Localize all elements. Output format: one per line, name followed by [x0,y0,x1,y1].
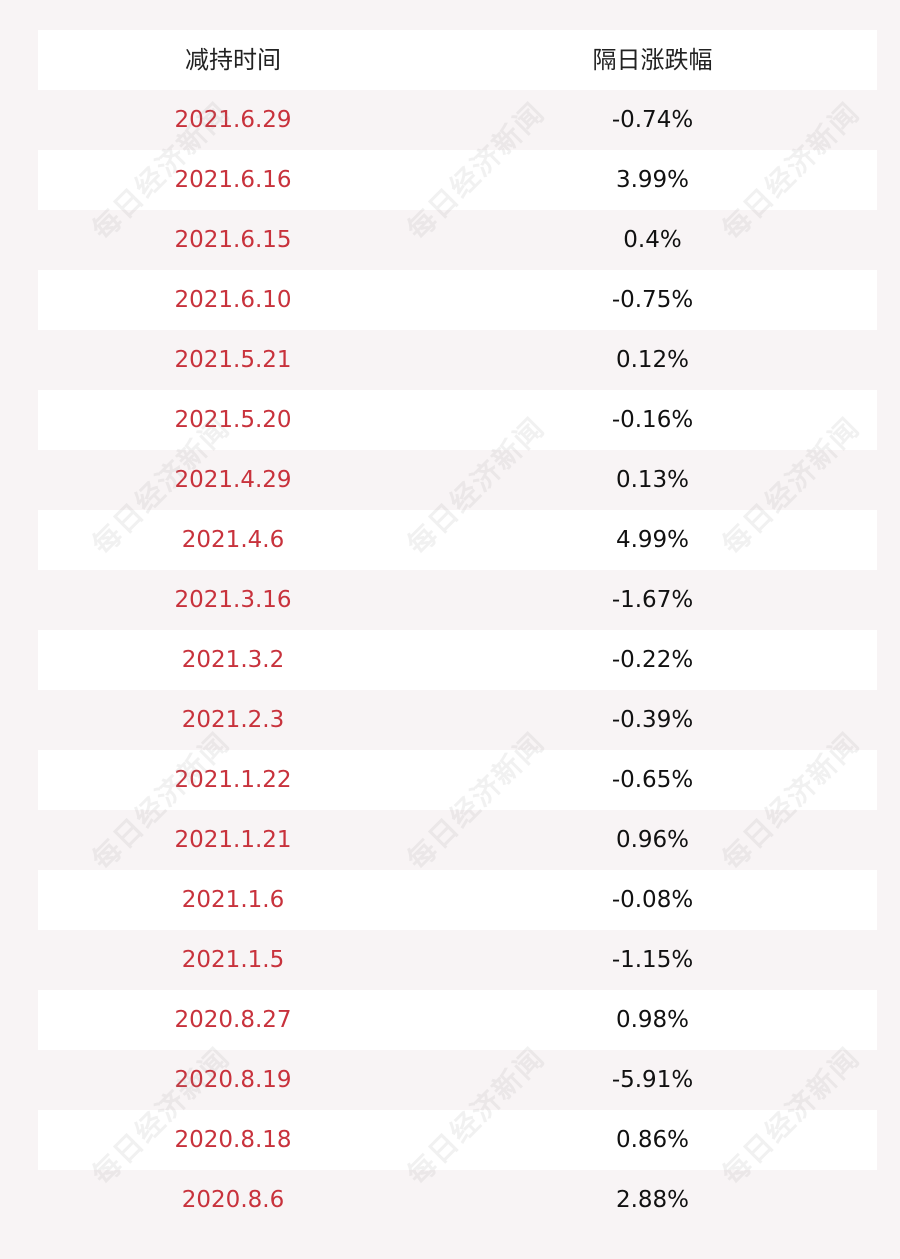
header-date: 减持时间 [185,46,281,74]
table-row: 2021.4.6 4.99% [38,510,877,570]
row-change: 0.12% [615,347,690,373]
row-date: 2020.8.19 [174,1067,292,1093]
table-row: 2021.1.22 -0.65% [38,750,877,810]
row-date: 2021.4.6 [181,527,285,553]
row-date: 2021.5.21 [174,347,292,373]
row-change: 0.98% [615,1007,690,1033]
table-row: 2021.6.10 -0.75% [38,270,877,330]
row-date: 2020.8.18 [174,1127,292,1153]
table-row: 2021.6.15 0.4% [38,210,877,270]
table-row: 2020.8.6 2.88% [38,1170,877,1230]
row-change: -0.08% [611,887,694,913]
row-change: -0.39% [611,707,694,733]
row-date: 2021.4.29 [174,467,292,493]
table-row: 2021.3.16 -1.67% [38,570,877,630]
row-change: -1.67% [611,587,694,613]
row-change: -0.16% [611,407,694,433]
row-date: 2021.6.10 [174,287,292,313]
table-row: 2021.1.5 -1.15% [38,930,877,990]
table-row: 2021.5.21 0.12% [38,330,877,390]
table-row: 2021.5.20 -0.16% [38,390,877,450]
table-row: 2021.2.3 -0.39% [38,690,877,750]
row-change: 4.99% [615,527,690,553]
row-date: 2021.1.21 [174,827,292,853]
table-row: 2020.8.27 0.98% [38,990,877,1050]
row-date: 2020.8.27 [174,1007,292,1033]
row-change: 0.13% [615,467,690,493]
row-change: 3.99% [615,167,690,193]
row-change: 0.96% [615,827,690,853]
reduction-table: 减持时间 隔日涨跌幅 2021.6.29 -0.74% 2021.6.16 3.99%… [38,30,877,1230]
row-change: -1.15% [611,947,694,973]
table-row: 2021.1.6 -0.08% [38,870,877,930]
row-date: 2021.3.2 [181,647,285,673]
table-row: 2021.3.2 -0.22% [38,630,877,690]
row-date: 2021.2.3 [181,707,285,733]
row-change: -0.74% [611,107,694,133]
row-date: 2021.1.5 [181,947,285,973]
table-body: 2021.6.29 -0.74% 2021.6.16 3.99% 2021.6.15 0.… [38,90,877,1230]
row-date: 2021.3.16 [174,587,292,613]
row-date: 2021.6.15 [174,227,292,253]
row-date: 2021.6.16 [174,167,292,193]
row-date: 2021.1.6 [181,887,285,913]
table-row: 2020.8.18 0.86% [38,1110,877,1170]
row-change: -0.75% [611,287,694,313]
table-row: 2021.6.16 3.99% [38,150,877,210]
row-change: 0.86% [615,1127,690,1153]
row-change: 0.4% [623,227,682,253]
row-change: -0.22% [611,647,694,673]
row-date: 2021.1.22 [174,767,292,793]
table-row: 2021.4.29 0.13% [38,450,877,510]
row-change: 2.88% [615,1187,690,1213]
row-date: 2020.8.6 [181,1187,285,1213]
table-header: 减持时间 隔日涨跌幅 [38,30,877,90]
table-row: 2020.8.19 -5.91% [38,1050,877,1110]
row-date: 2021.5.20 [174,407,292,433]
row-date: 2021.6.29 [174,107,292,133]
table-row: 2021.6.29 -0.74% [38,90,877,150]
row-change: -5.91% [611,1067,694,1093]
table-row: 2021.1.21 0.96% [38,810,877,870]
header-change: 隔日涨跌幅 [592,46,713,74]
row-change: -0.65% [611,767,694,793]
